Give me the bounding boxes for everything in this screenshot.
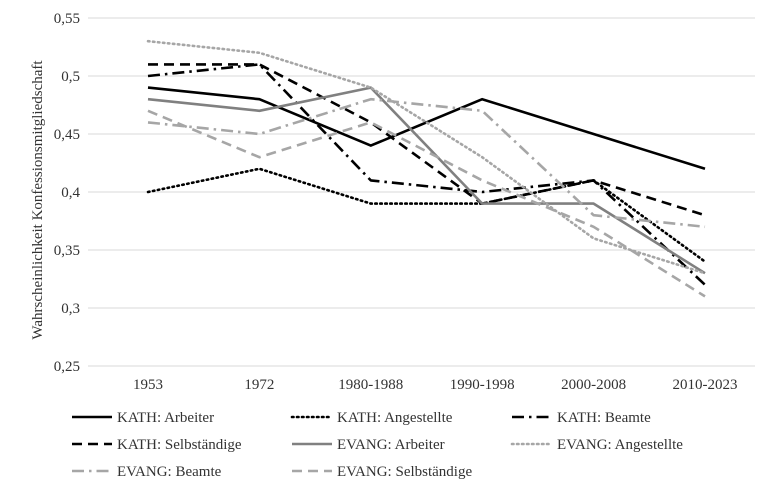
y-axis-label: Wahrscheinlichkeit Konfessionsmitgliedsc… bbox=[30, 60, 46, 340]
y-tick-label: 0,45 bbox=[54, 127, 80, 143]
x-tick-label: 1953 bbox=[133, 377, 163, 393]
y-tick-label: 0,4 bbox=[61, 185, 80, 201]
x-tick-label: 2010-2023 bbox=[673, 377, 738, 393]
y-tick-label: 0,35 bbox=[54, 243, 80, 259]
legend-label-3: KATH: Selbständige bbox=[117, 437, 242, 453]
gridlines bbox=[88, 17, 755, 367]
x-tick-label: 1980-1988 bbox=[338, 377, 403, 393]
legend-label-0: KATH: Arbeiter bbox=[117, 410, 214, 426]
series-line-5 bbox=[146, 39, 707, 275]
y-tick-label: 0,25 bbox=[54, 359, 80, 375]
x-axis-ticks: 1953 1972 1980-1988 1990-1998 2000-2008 2010-… bbox=[133, 377, 738, 393]
legend-label-1: KATH: Angestellte bbox=[337, 410, 453, 426]
y-tick-label: 0,3 bbox=[61, 301, 80, 317]
legend-label-7: EVANG: Selbständige bbox=[337, 464, 472, 480]
legend-label-6: EVANG: Beamte bbox=[117, 464, 222, 480]
legend-label-5: EVANG: Angestellte bbox=[557, 437, 683, 453]
legend: KATH: Arbeiter KATH: Angestellte KATH: Bea… bbox=[72, 410, 683, 480]
legend-label-2: KATH: Beamte bbox=[557, 410, 651, 426]
x-tick-label: 1972 bbox=[244, 377, 274, 393]
x-tick-label: 1990-1998 bbox=[450, 377, 515, 393]
y-tick-label: 0,5 bbox=[61, 69, 80, 85]
series-line-4 bbox=[147, 86, 706, 275]
y-axis-ticks: 0,25 0,3 0,35 0,4 0,45 0,5 0,55 bbox=[54, 11, 81, 375]
series-line-0 bbox=[147, 86, 706, 171]
series-lines bbox=[146, 39, 707, 298]
series-line-1 bbox=[146, 167, 707, 263]
series-line-2 bbox=[147, 63, 706, 286]
legend-label-4: EVANG: Arbeiter bbox=[337, 437, 445, 453]
series-line-3 bbox=[148, 63, 706, 217]
x-tick-label: 2000-2008 bbox=[561, 377, 626, 393]
y-tick-label: 0,55 bbox=[54, 11, 80, 27]
series-line-7 bbox=[147, 109, 706, 298]
